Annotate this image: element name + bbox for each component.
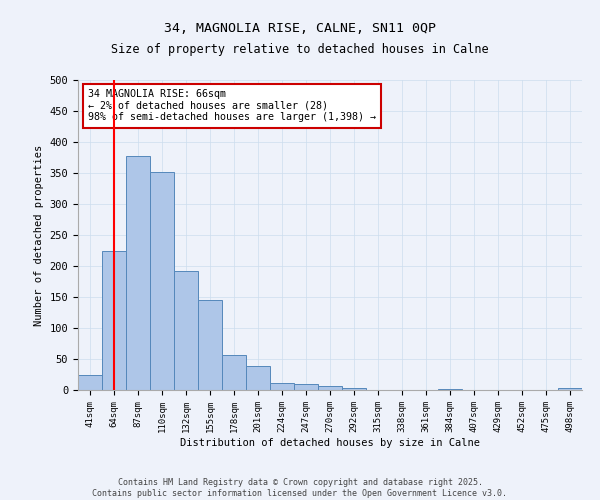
Bar <box>270 383 294 390</box>
Bar <box>294 384 318 390</box>
Bar <box>150 172 174 390</box>
Bar <box>246 366 270 390</box>
Bar <box>126 156 150 390</box>
Text: Contains HM Land Registry data © Crown copyright and database right 2025.
Contai: Contains HM Land Registry data © Crown c… <box>92 478 508 498</box>
Text: 34 MAGNOLIA RISE: 66sqm
← 2% of detached houses are smaller (28)
98% of semi-det: 34 MAGNOLIA RISE: 66sqm ← 2% of detached… <box>88 90 376 122</box>
Bar <box>318 386 342 390</box>
Bar <box>342 388 366 390</box>
Bar <box>174 271 198 390</box>
Text: 34, MAGNOLIA RISE, CALNE, SN11 0QP: 34, MAGNOLIA RISE, CALNE, SN11 0QP <box>164 22 436 36</box>
Text: Size of property relative to detached houses in Calne: Size of property relative to detached ho… <box>111 42 489 56</box>
Bar <box>198 300 222 390</box>
Bar <box>222 356 246 390</box>
X-axis label: Distribution of detached houses by size in Calne: Distribution of detached houses by size … <box>180 438 480 448</box>
Bar <box>78 374 102 390</box>
Bar <box>438 389 462 390</box>
Y-axis label: Number of detached properties: Number of detached properties <box>34 144 44 326</box>
Bar <box>102 250 126 390</box>
Bar <box>558 388 582 390</box>
